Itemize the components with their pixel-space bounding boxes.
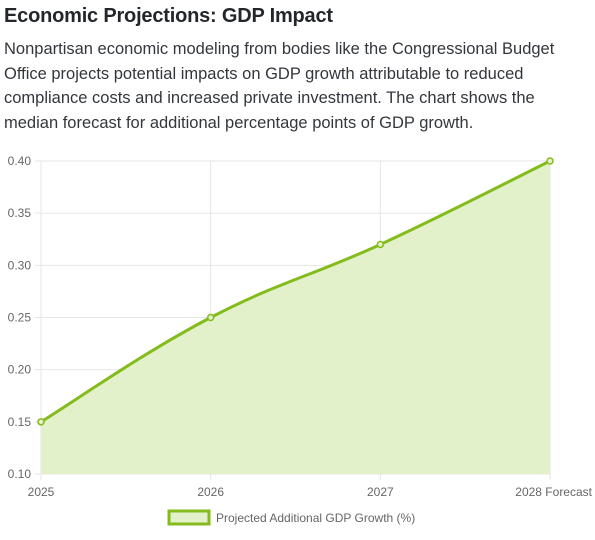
y-axis-ticks: 0.40 0.35 0.30 0.25 0.20 0.15 0.10 [8, 154, 32, 481]
data-points-layer [37, 157, 554, 426]
y-tick-label: 0.25 [8, 311, 32, 325]
data-point[interactable] [206, 313, 215, 322]
y-tick-label: 0.15 [8, 415, 32, 429]
data-point[interactable] [546, 157, 554, 165]
chart-canvas: 0.400.350.300.250.200.150.10 2025 2026 202… [8, 154, 593, 526]
area-fill-layer [41, 161, 550, 474]
y-tick-label: 0.10 [8, 467, 32, 481]
x-tick-label: 2027 [367, 485, 394, 499]
x-axis-ticks: 2025 2026 2027 2028 Forecast [28, 485, 593, 499]
gdp-growth-chart: 0.40 0.35 0.30 0.25 0.20 0.15 0.10 2025 2026 202… [0, 150, 595, 535]
y-tick-label: 0.30 [8, 258, 32, 272]
legend-swatch[interactable] [167, 509, 211, 526]
x-tick-label: 2025 [28, 485, 55, 499]
series-area [41, 161, 550, 474]
data-point[interactable] [37, 418, 45, 426]
x-tick-label: 2028 Forecast [515, 485, 592, 499]
section-description: Nonpartisan economic modeling from bodie… [4, 40, 555, 132]
x-tick-label: 2026 [197, 485, 224, 499]
series-line-layer [40, 159, 551, 424]
section-title: Economic Projections: GDP Impact [4, 5, 333, 27]
series-line [40, 159, 551, 424]
legend[interactable]: Projected Additional GDP Growth (%) [167, 509, 415, 526]
legend-label[interactable]: Projected Additional GDP Growth (%) [216, 511, 415, 525]
y-tick-label: 0.40 [8, 154, 32, 168]
y-tick-label: 0.35 [8, 206, 32, 220]
y-tick-label: 0.20 [8, 363, 32, 377]
gdp-impact-section: Economic Projections: GDP Impact Nonpart… [0, 0, 595, 135]
data-point[interactable] [376, 240, 385, 249]
